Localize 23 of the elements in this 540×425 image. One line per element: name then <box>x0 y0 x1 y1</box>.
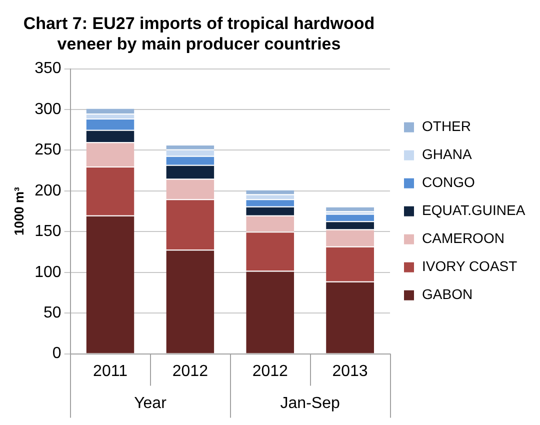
y-tick-label: 350 <box>34 60 62 78</box>
x-tick-label: 2012 <box>252 362 288 380</box>
y-axis-title: 1000 m³ <box>11 186 26 236</box>
y-tick-label: 300 <box>34 100 62 118</box>
legend-label: GABON <box>422 286 473 302</box>
legend-label: GHANA <box>422 146 472 162</box>
x-tick-label: 2013 <box>332 362 368 380</box>
legend-label: CAMEROON <box>422 230 504 246</box>
y-tick-label: 50 <box>44 304 62 322</box>
y-tick-label: 250 <box>34 142 62 159</box>
y-tick-label: 100 <box>34 264 62 281</box>
legend-label: OTHER <box>422 118 471 134</box>
x-tick-label: 2012 <box>172 362 208 380</box>
text: Year <box>134 395 168 412</box>
text: Jan-Sep <box>280 395 340 412</box>
y-tick-label: 150 <box>34 223 62 240</box>
legend-label: CONGO <box>422 174 475 190</box>
chart-title: Chart 7: EU27 imports of tropical hardwood veneer by main producer countries <box>23 14 375 54</box>
y-tick-label: 0 <box>52 345 62 362</box>
x-tick-label: 2011 <box>93 362 128 380</box>
legend-label: IVORY COAST <box>422 258 518 274</box>
y-tick-label: 200 <box>34 182 62 200</box>
legend-label: EQUAT.GUINEA <box>422 202 526 218</box>
